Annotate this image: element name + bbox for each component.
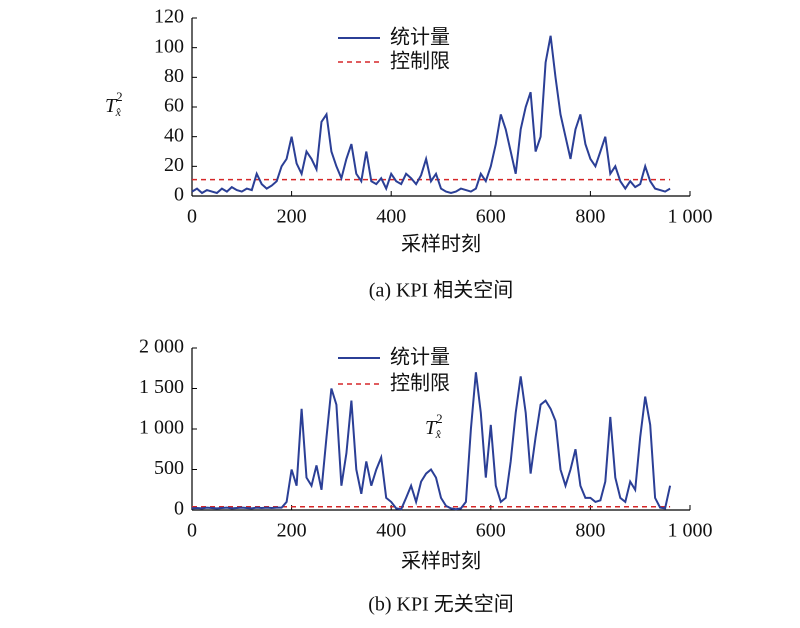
series-line (191, 372, 672, 511)
legend-label: 统计量 (390, 345, 450, 369)
x-tick-label: 400 (376, 520, 406, 542)
x-tick-label: 600 (476, 520, 506, 542)
y-label-sub: x̂ (115, 105, 122, 119)
legend-label: 控制限 (390, 49, 450, 73)
x-axis-label: 采样时刻 (401, 232, 481, 256)
y-axis-label: T2 x̂ (425, 411, 443, 441)
x-tick-label: 0 (187, 206, 197, 228)
y-tick-label: 0 (174, 498, 184, 520)
y-label-sup: 2 (436, 411, 443, 426)
x-tick-label: 200 (277, 206, 307, 228)
y-tick-label: 40 (164, 124, 184, 146)
x-tick-label: 600 (476, 206, 506, 228)
legend-label: 统计量 (390, 25, 450, 49)
x-tick-label: 400 (376, 206, 406, 228)
y-tick-label: 120 (154, 6, 184, 28)
x-axis-label: 采样时刻 (401, 549, 481, 573)
y-label-base: T (105, 95, 118, 117)
legend-label: 控制限 (390, 371, 450, 395)
y-tick-label: 100 (154, 35, 184, 57)
y-tick-label: 0 (174, 184, 184, 206)
y-tick-label: 1 500 (139, 376, 184, 398)
x-tick-label: 800 (575, 206, 605, 228)
y-tick-label: 60 (164, 95, 184, 117)
y-tick-label: 2 000 (139, 336, 184, 358)
x-tick-label: 1 000 (668, 206, 713, 228)
y-tick-label: 1 000 (139, 417, 184, 439)
y-tick-label: 500 (154, 457, 184, 479)
x-tick-label: 800 (575, 520, 605, 542)
y-tick-label: 80 (164, 65, 184, 87)
x-tick-label: 200 (277, 520, 307, 542)
y-axis-label: T2 x̂ (105, 89, 123, 119)
caption: (a) KPI 相关空间 (369, 279, 513, 302)
y-label-sup: 2 (116, 89, 123, 104)
y-label-sub: x̂ (435, 427, 442, 441)
caption: (b) KPI 无关空间 (368, 593, 514, 616)
x-tick-label: 1 000 (668, 520, 713, 542)
series-line (191, 35, 671, 195)
y-tick-label: 20 (164, 154, 184, 176)
y-label-base: T (425, 417, 438, 439)
x-tick-label: 0 (187, 520, 197, 542)
